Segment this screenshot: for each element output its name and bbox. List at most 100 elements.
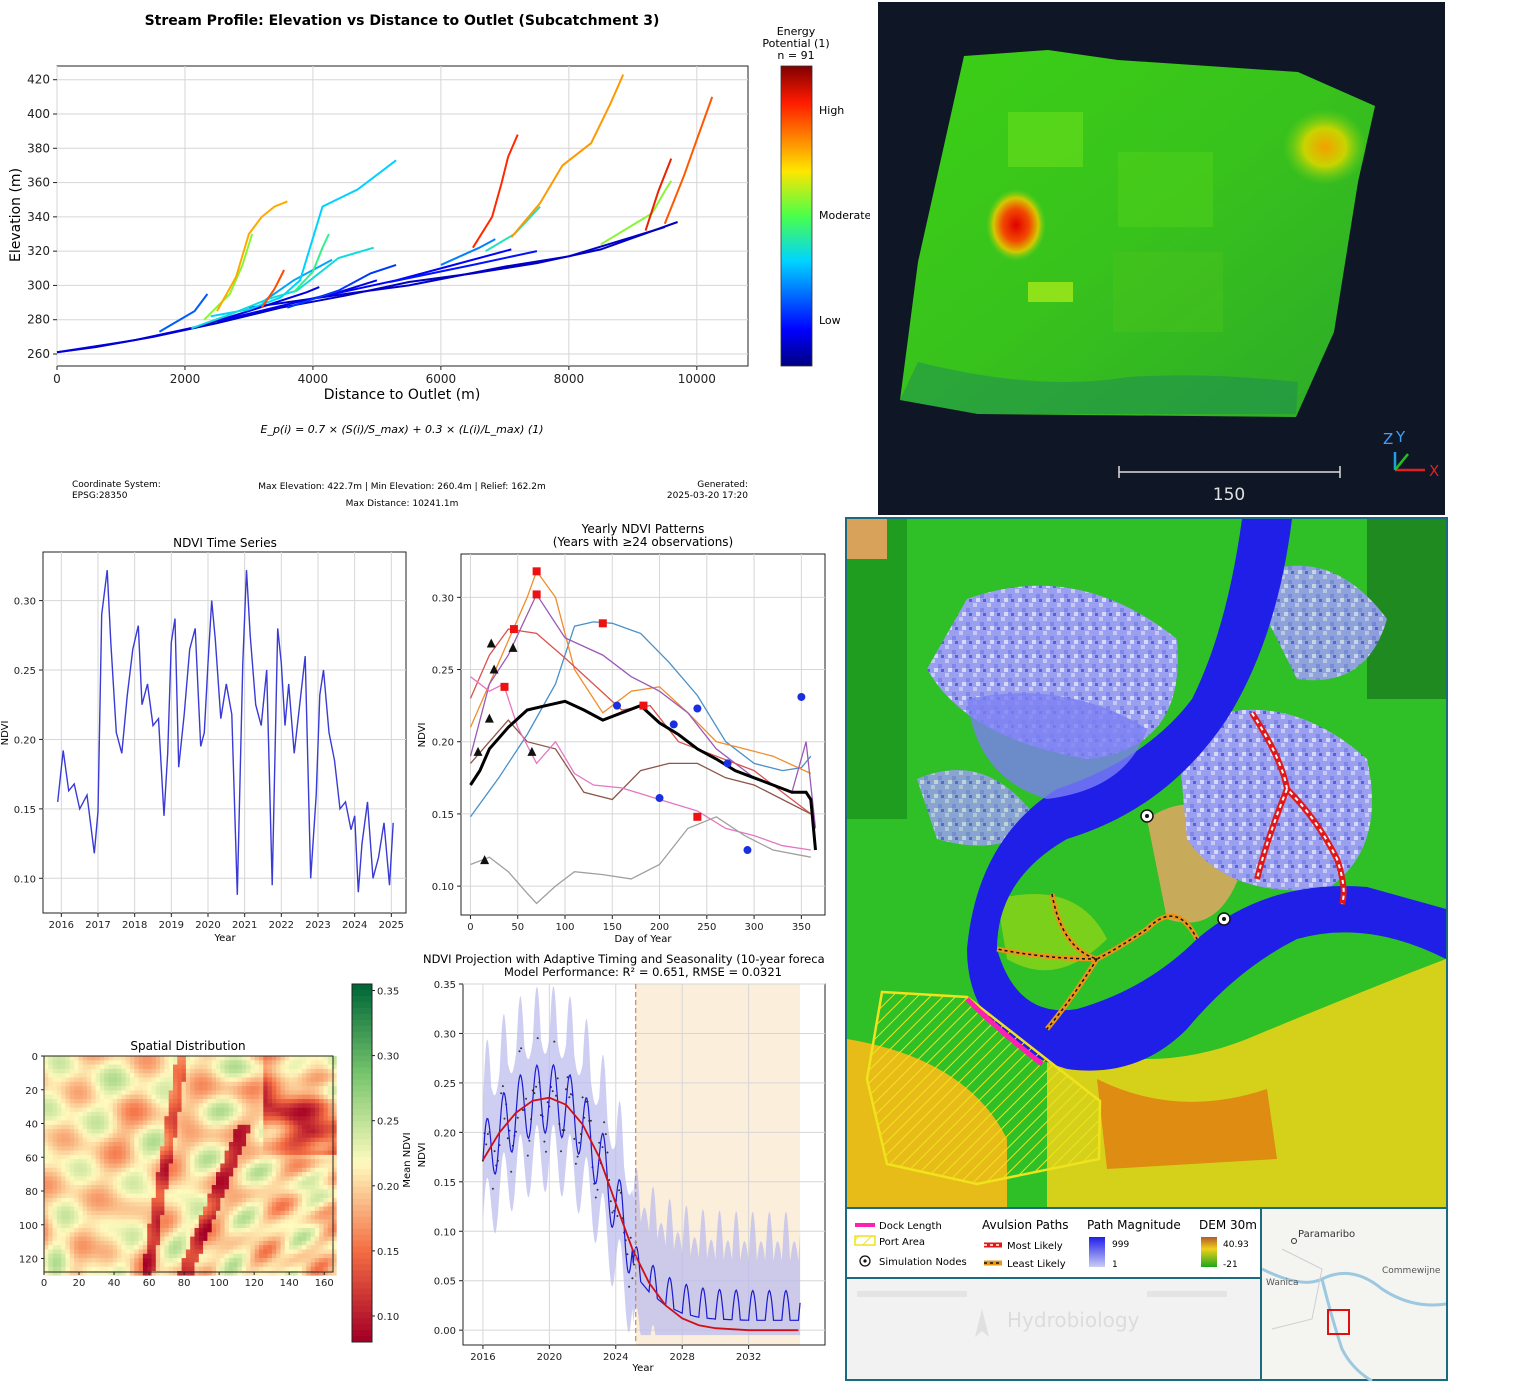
- heatmap-cell: [254, 1129, 260, 1134]
- heatmap-cell: [332, 1064, 337, 1070]
- heatmap-cell: [147, 1180, 152, 1186]
- heatmap-cell: [134, 1172, 139, 1177]
- heatmap-cell: [78, 1056, 83, 1061]
- heatmap-cell: [134, 1116, 139, 1121]
- heatmap-cell: [112, 1172, 118, 1177]
- footer-left-1: Coordinate System:: [72, 480, 161, 490]
- heatmap-cell: [91, 1223, 96, 1229]
- heatmap-cell: [56, 1077, 62, 1083]
- heatmap-cell: [284, 1107, 290, 1113]
- heatmap-cell: [237, 1081, 243, 1087]
- heatmap-cell: [151, 1262, 157, 1267]
- heatmap-cell: [293, 1185, 298, 1190]
- heatmap-cell: [155, 1219, 161, 1224]
- heatmap-cell: [112, 1197, 118, 1203]
- heatmap-cell: [211, 1266, 217, 1272]
- heatmap-cell: [289, 1206, 294, 1212]
- heatmap-cell: [220, 1253, 225, 1259]
- heatmap-cell: [284, 1258, 290, 1263]
- heatmap-cell: [237, 1245, 243, 1250]
- heatmap-cell: [78, 1060, 83, 1065]
- heatmap-cell: [108, 1163, 114, 1169]
- heatmap-cell: [155, 1215, 161, 1220]
- heatmap-cell: [87, 1236, 92, 1242]
- heatmap-cell: [185, 1240, 191, 1246]
- legend-most-likely: Most Likely: [1007, 1241, 1063, 1252]
- heatmap-cell: [267, 1077, 273, 1083]
- heatmap-cell: [164, 1266, 169, 1272]
- heatmap-cell: [69, 1206, 75, 1212]
- heatmap-cell: [74, 1056, 79, 1061]
- heatmap-cell: [56, 1197, 62, 1203]
- heatmap-cell: [48, 1180, 53, 1186]
- heatmap-cell: [134, 1197, 139, 1203]
- heatmap-cell: [224, 1240, 230, 1246]
- heatmap-cell: [74, 1060, 79, 1065]
- heatmap-cell: [151, 1176, 157, 1181]
- heatmap-cell: [117, 1060, 122, 1065]
- stream-segment: [663, 96, 714, 225]
- heatmap-cell: [216, 1081, 221, 1087]
- heatmap-cell: [99, 1081, 105, 1087]
- heatmap-cell: [216, 1124, 221, 1130]
- observation-point: [556, 1077, 559, 1080]
- heatmap-cell: [151, 1086, 157, 1091]
- heatmap-cell: [181, 1215, 187, 1220]
- heatmap-cell: [164, 1120, 169, 1126]
- heatmap-cell: [314, 1172, 320, 1177]
- heatmap-cell: [74, 1129, 79, 1134]
- heatmap-cell: [117, 1232, 122, 1237]
- heatmap-cell: [263, 1163, 268, 1169]
- colorbar-segment: [352, 1103, 372, 1110]
- heatmap-cell: [99, 1090, 105, 1095]
- observation-point: [551, 1090, 554, 1093]
- heatmap-cell: [289, 1210, 294, 1216]
- heatmap-cell: [160, 1129, 165, 1134]
- heatmap-cell: [173, 1077, 178, 1083]
- trough-marker: [655, 794, 664, 803]
- heatmap-cell: [173, 1180, 178, 1186]
- heatmap-cell: [74, 1099, 79, 1104]
- heatmap-cell: [228, 1107, 234, 1113]
- heatmap-cell: [121, 1154, 126, 1160]
- heatmap-cell: [173, 1236, 178, 1242]
- heatmap-cell: [104, 1172, 109, 1177]
- heatmap-cell: [56, 1086, 62, 1091]
- heatmap-cell: [250, 1249, 255, 1255]
- colorbar-segment: [352, 1186, 372, 1194]
- heatmap-cell: [203, 1163, 208, 1169]
- heatmap-cell: [104, 1150, 109, 1156]
- heatmap-cell: [160, 1202, 165, 1207]
- heatmap-cell: [302, 1266, 307, 1272]
- heatmap-cell: [173, 1262, 178, 1267]
- heatmap-cell: [220, 1120, 225, 1126]
- heatmap-cell: [173, 1094, 178, 1100]
- heatmap-cell: [95, 1236, 101, 1242]
- heatmap-cell: [177, 1064, 182, 1070]
- heatmap-cell: [177, 1172, 182, 1177]
- heatmap-cell: [198, 1068, 204, 1074]
- heatmap-cell: [108, 1068, 114, 1074]
- heatmap-cell: [198, 1271, 204, 1276]
- heatmap-cell: [280, 1210, 286, 1216]
- heatmap-cell: [250, 1077, 255, 1083]
- heatmap-cell: [87, 1107, 92, 1113]
- heatmap-cell: [332, 1197, 337, 1203]
- heatmap-cell: [271, 1266, 277, 1272]
- colorbar-segment: [352, 1258, 372, 1265]
- heatmap-cell: [314, 1262, 320, 1267]
- heatmap-cell: [69, 1116, 75, 1121]
- heatmap-cell: [211, 1167, 217, 1173]
- y-tick-label: 380: [27, 141, 50, 155]
- heatmap-cell: [297, 1129, 303, 1134]
- heatmap-cell: [224, 1150, 230, 1156]
- heatmap-cell: [160, 1240, 165, 1246]
- spatial-cb-label: Mean NDVI: [402, 1132, 413, 1187]
- heatmap-cell: [310, 1154, 316, 1160]
- heatmap-cell: [78, 1271, 83, 1276]
- heatmap-cell: [224, 1236, 230, 1242]
- heatmap-cell: [177, 1154, 182, 1160]
- heatmap-cell: [177, 1150, 182, 1156]
- heatmap-cell: [87, 1094, 92, 1100]
- y-tick-label: 0.10: [432, 882, 454, 893]
